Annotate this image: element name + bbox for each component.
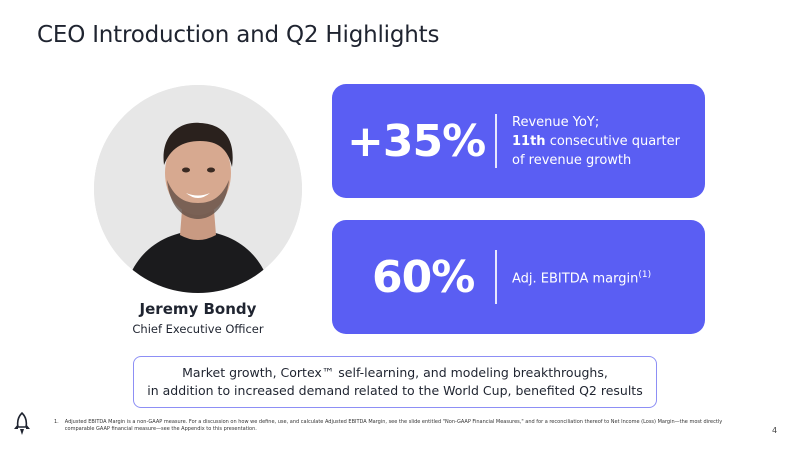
rocket-logo-icon <box>11 412 33 438</box>
page-number: 4 <box>772 426 778 435</box>
person-name: Jeremy Bondy <box>139 300 257 318</box>
q2-results-callout: Market growth, Cortex™ self-learning, an… <box>133 356 657 408</box>
revenue-desc-line3: of revenue growth <box>512 152 632 168</box>
revenue-growth-value: +35% <box>347 115 486 167</box>
callout-line2: in addition to increased demand related … <box>147 383 643 398</box>
revenue-desc-line2-rest: consecutive quarter <box>545 133 680 149</box>
card-divider <box>495 114 497 168</box>
ebitda-margin-description: Adj. EBITDA margin(1) <box>512 220 651 334</box>
person-role: Chief Executive Officer <box>132 322 264 336</box>
ceo-photo <box>94 85 302 293</box>
ebitda-margin-value: 60% <box>372 251 475 303</box>
slide-title: CEO Introduction and Q2 Highlights <box>37 22 440 48</box>
revenue-desc-line1: Revenue YoY; <box>512 114 600 130</box>
revenue-desc-line2: 11th consecutive quarter <box>512 132 680 151</box>
revenue-highlight-card: +35% Revenue YoY; 11th consecutive quart… <box>332 84 705 198</box>
footnote-reference: (1) <box>638 269 652 280</box>
quarter-count: 11th <box>512 133 546 149</box>
footnote-text: Adjusted EBITDA Margin is a non-GAAP mea… <box>64 419 723 432</box>
ebitda-highlight-card: 60% Adj. EBITDA margin(1) <box>332 220 705 334</box>
ebitda-label: Adj. EBITDA margin <box>512 271 639 287</box>
revenue-growth-description: Revenue YoY; 11th consecutive quarter of… <box>512 84 680 198</box>
ebitda-label-line: Adj. EBITDA margin(1) <box>512 266 651 288</box>
callout-line1: Market growth, Cortex™ self-learning, an… <box>182 365 608 380</box>
footnote-marker: 1. <box>54 419 59 425</box>
footnote: 1. Adjusted EBITDA Margin is a non-GAAP … <box>54 419 744 433</box>
card-divider <box>495 250 497 304</box>
